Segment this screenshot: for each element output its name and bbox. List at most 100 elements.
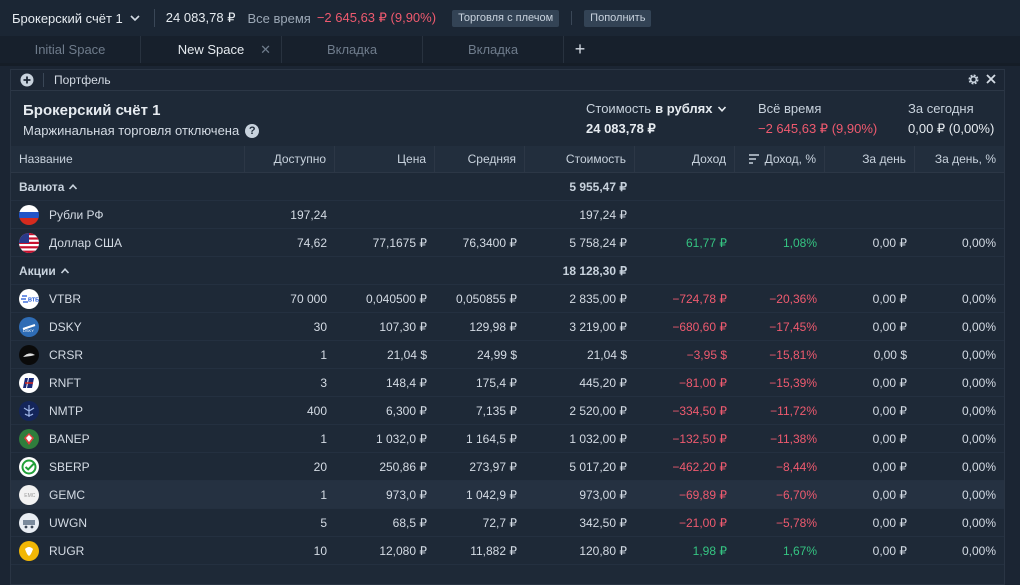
income-pct-value: −15,81% xyxy=(769,347,817,362)
table-row[interactable]: Рубли РФ 197,24 197,24 ₽ xyxy=(11,201,1004,229)
day-value: 0,00 ₽ xyxy=(872,291,907,306)
table-row[interactable]: CRSR 1 21,04 $ 24,99 $ 21,04 $ −3,95 $ −15,81%… xyxy=(11,341,1004,369)
topup-button[interactable]: Пополнить xyxy=(584,9,652,27)
tab-vkladka-2[interactable]: Вкладка xyxy=(423,36,564,63)
table-row[interactable]: Доллар США 74,62 77,1675 ₽ 76,3400 ₽ 5 758,2… xyxy=(11,229,1004,257)
table-row[interactable]: RUGR 10 12,080 ₽ 11,882 ₽ 120,80 ₽ 1,98 ₽ 1,67… xyxy=(11,537,1004,565)
available-value: 3 xyxy=(320,375,327,390)
instrument-cell: ВТБ VTBR xyxy=(11,285,245,312)
margin-trading-button[interactable]: Торговля с плечом xyxy=(452,9,560,27)
table-row[interactable]: SBERP 20 250,86 ₽ 273,97 ₽ 5 017,20 ₽ −462,20… xyxy=(11,453,1004,481)
dsky-logo-icon: DSKY xyxy=(19,316,39,337)
account-name: Брокерский счёт 1 xyxy=(12,10,123,26)
column-header-name[interactable]: Название xyxy=(11,146,245,172)
svg-text:EMC: EMC xyxy=(24,493,36,499)
price-value: 6,300 ₽ xyxy=(386,403,427,418)
margin-status: Маржинальная торговля отключена ? xyxy=(23,123,260,138)
day-value: 0,00 ₽ xyxy=(872,515,907,530)
price-value: 0,040500 ₽ xyxy=(365,291,427,306)
column-header-available[interactable]: Доступно xyxy=(245,146,335,172)
day-pct-value: 0,00% xyxy=(961,319,996,334)
rugr-logo-icon xyxy=(19,540,39,561)
table-row[interactable]: UWGN 5 68,5 ₽ 72,7 ₽ 342,50 ₽ −21,00 ₽ −5,78% 0… xyxy=(11,509,1004,537)
table-row[interactable]: NMTP 400 6,300 ₽ 7,135 ₽ 2 520,00 ₽ −334,50 ₽… xyxy=(11,397,1004,425)
available-value: 1 xyxy=(320,347,327,362)
tab-initial-space[interactable]: Initial Space xyxy=(0,36,141,63)
instrument-name: VTBR xyxy=(49,291,82,306)
average-value: 11,882 ₽ xyxy=(470,543,517,558)
group-row[interactable]: Валюта 5 955,47 ₽ xyxy=(11,173,1004,201)
tab-vkladka-1[interactable]: Вкладка xyxy=(282,36,423,63)
income-value: 1,98 ₽ xyxy=(692,543,727,558)
column-header-label: Доход, % xyxy=(764,152,816,166)
instrument-name: DSKY xyxy=(49,319,82,334)
column-header-cost[interactable]: Стоимость xyxy=(525,146,635,172)
day-pct-value: 0,00% xyxy=(961,515,996,530)
table-row[interactable]: BANEP 1 1 032,0 ₽ 1 164,5 ₽ 1 032,00 ₽ −132,5… xyxy=(11,425,1004,453)
chevron-down-icon xyxy=(130,15,140,22)
instrument-name: GEMC xyxy=(49,487,85,502)
nmtp-logo-icon xyxy=(19,400,39,421)
chevron-down-icon xyxy=(718,105,727,112)
tab-new-space[interactable]: New Space ✕ xyxy=(141,36,282,63)
available-value: 400 xyxy=(306,403,327,418)
today-summary: За сегодня 0,00 ₽ (0,00%) xyxy=(908,101,994,137)
day-value: 0,00 ₽ xyxy=(872,487,907,502)
chevron-up-icon[interactable] xyxy=(60,266,70,276)
price-value: 68,5 ₽ xyxy=(392,515,427,530)
sberbank-logo-icon xyxy=(19,456,39,477)
income-value: 61,77 ₽ xyxy=(686,235,727,250)
income-value: −3,95 $ xyxy=(686,347,727,362)
cost-value: 2 835,00 ₽ xyxy=(569,291,627,306)
column-header-income[interactable]: Доход xyxy=(635,146,735,172)
account-summary: Брокерский счёт 1 Маржинальная торговля … xyxy=(11,91,1004,145)
table-row[interactable]: EMC GEMC 1 973,0 ₽ 1 042,9 ₽ 973,00 ₽ −69,89 ₽… xyxy=(11,481,1004,509)
column-header-average[interactable]: Средняя xyxy=(435,146,525,172)
income-value: −334,50 ₽ xyxy=(672,403,727,418)
close-icon[interactable] xyxy=(984,72,998,86)
average-value: 24,99 $ xyxy=(476,347,517,362)
available-value: 30 xyxy=(313,319,327,334)
income-pct-value: 1,08% xyxy=(782,235,817,250)
price-value: 12,080 ₽ xyxy=(379,543,427,558)
add-widget-icon[interactable] xyxy=(20,73,34,87)
add-tab-icon[interactable]: + xyxy=(574,39,586,59)
gear-icon[interactable] xyxy=(967,73,980,86)
cost-currency-selector[interactable]: Стоимость в рублях xyxy=(586,101,727,116)
column-header-income-pct[interactable]: Доход, % xyxy=(735,146,825,172)
instrument-name: BANEP xyxy=(49,431,90,446)
instrument-cell: UWGN xyxy=(11,509,245,536)
column-header-price[interactable]: Цена xyxy=(335,146,435,172)
table-row[interactable]: DSKY DSKY 30 107,30 ₽ 129,98 ₽ 3 219,00 ₽ −680… xyxy=(11,313,1004,341)
help-icon[interactable]: ? xyxy=(245,123,260,138)
workspace-tabs: Initial Space New Space ✕ Вкладка Вкладка… xyxy=(0,36,1020,63)
instrument-name: Рубли РФ xyxy=(49,207,104,222)
column-header-day[interactable]: За день xyxy=(825,146,915,172)
day-pct-value: 0,00% xyxy=(961,291,996,306)
table-row[interactable]: ВТБ VTBR 70 000 0,040500 ₽ 0,050855 ₽ 2 835,0… xyxy=(11,285,1004,313)
income-pct-value: −20,36% xyxy=(769,291,817,306)
cost-value: 120,80 ₽ xyxy=(579,543,627,558)
instrument-cell: NMTP xyxy=(11,397,245,424)
price-value: 250,86 ₽ xyxy=(379,459,427,474)
average-value: 76,3400 ₽ xyxy=(462,235,517,250)
table-header: Название Доступно Цена Средняя Стоимость… xyxy=(11,146,1004,173)
income-value: −462,20 ₽ xyxy=(672,459,727,474)
cost-value: 197,24 ₽ xyxy=(579,207,627,222)
cost-value: 3 219,00 ₽ xyxy=(569,319,627,334)
table-row[interactable]: RNFT 3 148,4 ₽ 175,4 ₽ 445,20 ₽ −81,00 ₽ −15,3… xyxy=(11,369,1004,397)
account-selector[interactable]: Брокерский счёт 1 xyxy=(0,11,141,26)
divider xyxy=(43,73,44,87)
day-value: 0,00 ₽ xyxy=(872,319,907,334)
average-value: 1 042,9 ₽ xyxy=(465,487,517,502)
group-row[interactable]: Акции 18 128,30 ₽ xyxy=(11,257,1004,285)
day-value xyxy=(825,201,915,228)
alltime-label: Все время xyxy=(247,10,311,26)
column-header-day-pct[interactable]: За день, % xyxy=(934,152,996,166)
cost-label: Стоимость xyxy=(586,101,652,116)
rnft-logo-icon xyxy=(19,372,39,393)
cost-currency: в рублях xyxy=(655,101,713,116)
close-icon[interactable]: ✕ xyxy=(260,42,271,57)
cost-summary: Стоимость в рублях 24 083,78 ₽ xyxy=(586,101,727,137)
chevron-up-icon[interactable] xyxy=(68,182,78,192)
